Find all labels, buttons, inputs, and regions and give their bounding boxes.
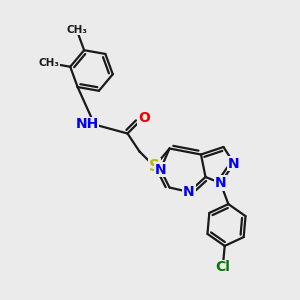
Text: CH₃: CH₃ [66, 25, 87, 34]
Text: S: S [149, 159, 160, 174]
Text: Cl: Cl [215, 260, 230, 274]
Text: N: N [228, 157, 240, 170]
Text: N: N [215, 176, 226, 190]
Text: N: N [183, 185, 195, 199]
Text: NH: NH [75, 118, 99, 131]
Text: O: O [138, 112, 150, 125]
Text: N: N [155, 163, 166, 176]
Text: CH₃: CH₃ [38, 58, 59, 68]
